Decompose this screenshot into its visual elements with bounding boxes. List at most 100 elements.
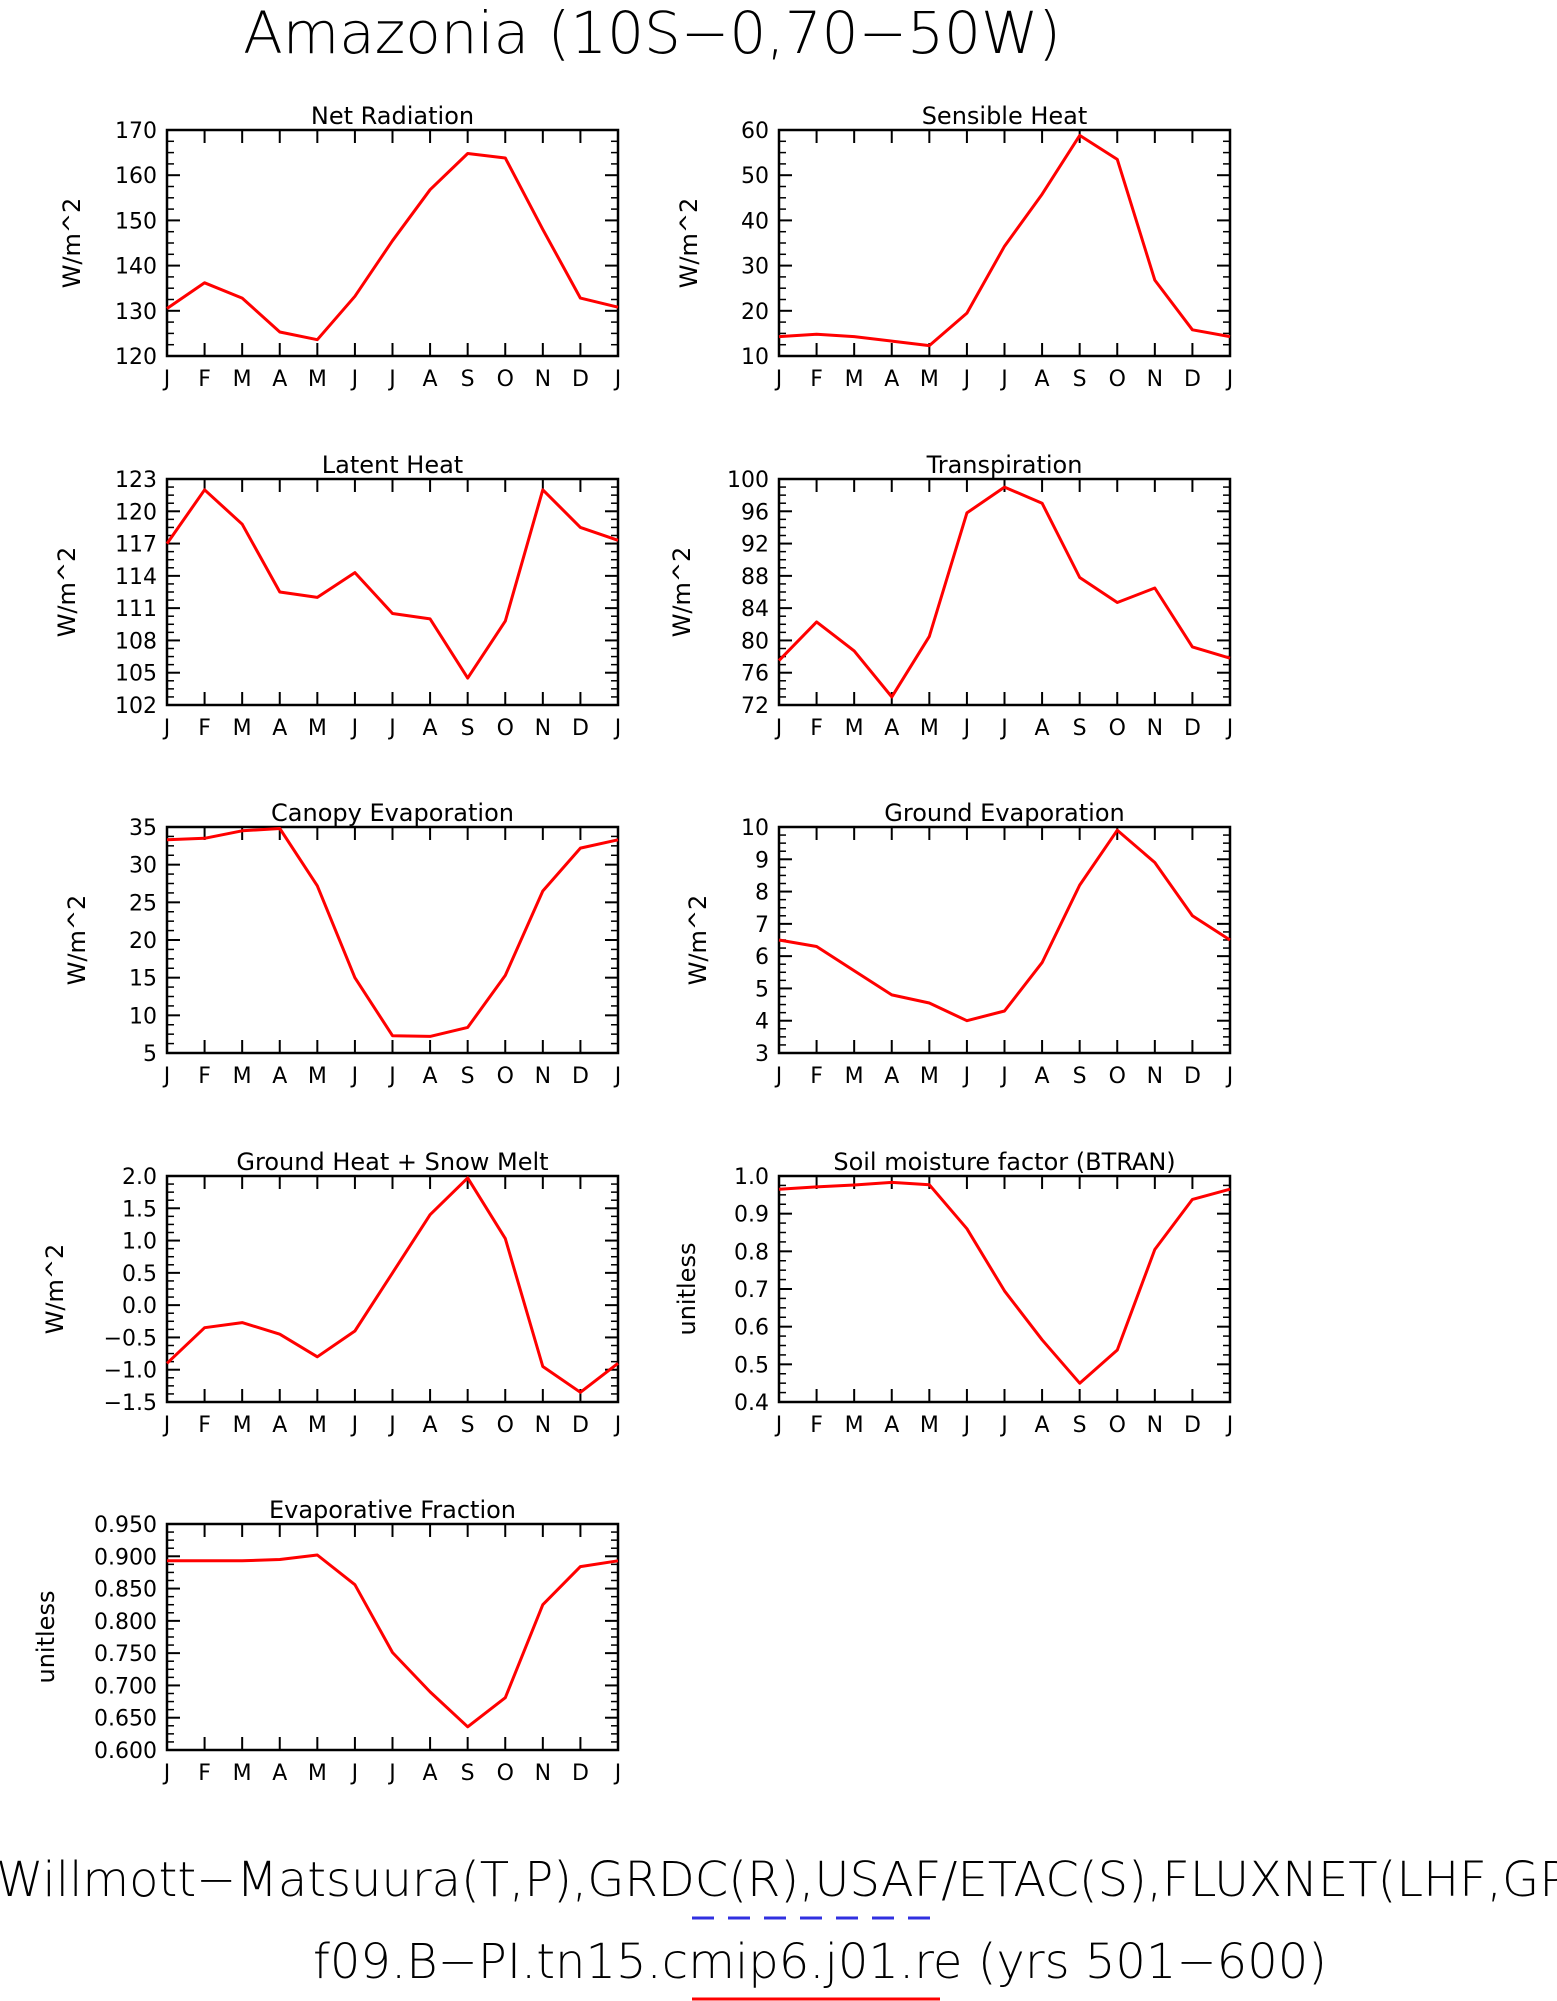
chart-5-ylabel: W/m^2: [63, 895, 91, 986]
chart-7-ytick-label: 2.0: [122, 1165, 157, 1190]
chart-2-xtick-label: S: [1073, 367, 1087, 392]
chart-8-xtick-label: A: [1035, 1413, 1050, 1438]
chart-7-xtick-label: N: [535, 1413, 551, 1438]
chart-7-xtick-label: F: [198, 1413, 211, 1438]
chart-9-ytick-label: 0.600: [94, 1739, 157, 1764]
chart-4-xtick-label: O: [1109, 716, 1126, 741]
chart-7: −1.5−1.0−0.50.00.51.01.52.0J F M A M J J A S O N D J…: [41, 1148, 621, 1438]
chart-9-series-line: [167, 1553, 619, 1729]
chart-8-ytick-label: 0.4: [734, 1391, 769, 1416]
chart-4-xtick-label: M: [920, 716, 939, 741]
chart-1-xtick-label: O: [497, 367, 514, 392]
chart-8-ytick-label: 0.9: [734, 1203, 769, 1228]
chart-3-xtick-label: A: [423, 716, 438, 741]
chart-5-xtick-label: S: [461, 1064, 475, 1089]
chart-1-xtick-label: S: [461, 367, 475, 392]
chart-8-ytick-label: 0.5: [734, 1353, 769, 1378]
chart-5-xtick-label: M: [308, 1064, 327, 1089]
chart-9-xtick-label: J: [350, 1761, 359, 1786]
chart-2-series-line: [778, 133, 1231, 348]
chart-2-xtick-label: A: [1035, 367, 1050, 392]
chart-7-ytick-label: −1.5: [104, 1391, 157, 1416]
chart-3-ytick-label: 114: [115, 565, 157, 590]
chart-6-ytick-label: 5: [755, 977, 769, 1002]
chart-5-ytick-label: 15: [129, 967, 157, 992]
chart-6-xtick-label: O: [1109, 1064, 1126, 1089]
chart-5-ytick-label: 30: [129, 854, 157, 879]
chart-2-ytick-label: 30: [741, 255, 769, 280]
chart-8-xtick-label: J: [999, 1413, 1008, 1438]
chart-4-xtick-label: J: [1225, 716, 1234, 741]
chart-2-xtick-label: F: [810, 367, 823, 392]
chart-8-ytick-label: 1.0: [734, 1165, 769, 1190]
chart-3-ytick-label: 111: [115, 597, 157, 622]
chart-3-xtick-label: O: [497, 716, 514, 741]
chart-1-ytick-label: 160: [115, 164, 157, 189]
chart-8-xtick-label: O: [1109, 1413, 1126, 1438]
chart-3-ylabel: W/m^2: [53, 547, 81, 638]
chart-5-xtick-label: J: [162, 1064, 171, 1089]
chart-4-ytick-label: 84: [741, 597, 769, 622]
footer-case: f09.B−PI.tn15.cmip6.j01.re (yrs 501−600): [313, 1934, 1327, 1990]
chart-8-xtick-label: F: [810, 1413, 823, 1438]
chart-9-xtick-label: M: [233, 1761, 252, 1786]
chart-8-series-line: [778, 1180, 1231, 1385]
chart-8-ytick-label: 0.7: [734, 1278, 769, 1303]
chart-3-xtick-label: D: [572, 716, 589, 741]
chart-9-xtick-label: J: [613, 1761, 622, 1786]
chart-7-ytick-label: −0.5: [104, 1326, 157, 1351]
chart-2-xtick-label: M: [845, 367, 864, 392]
chart-3-frame: [165, 477, 620, 707]
chart-9-frame: [165, 1522, 620, 1752]
chart-3-ytick-label: 120: [115, 500, 157, 525]
chart-9-xtick-label: A: [423, 1761, 438, 1786]
chart-6-xtick-label: S: [1073, 1064, 1087, 1089]
chart-9-title: Evaporative Fraction: [269, 1496, 516, 1524]
chart-9-ytick-label: 0.800: [94, 1610, 157, 1635]
chart-2-ytick-label: 60: [741, 119, 769, 144]
chart-8-xtick-label: M: [845, 1413, 864, 1438]
chart-8-xtick-label: J: [962, 1413, 971, 1438]
chart-5-xtick-label: N: [535, 1064, 551, 1089]
chart-2-xtick-label: M: [920, 367, 939, 392]
chart-5-ytick-label: 35: [129, 816, 157, 841]
chart-9-ytick-label: 0.650: [94, 1707, 157, 1732]
chart-2-xtick-label: O: [1109, 367, 1126, 392]
chart-7-ylabel: W/m^2: [41, 1244, 69, 1335]
chart-7-frame: [165, 1174, 620, 1404]
chart-9-xtick-label: S: [461, 1761, 475, 1786]
chart-6-xtick-label: N: [1147, 1064, 1163, 1089]
chart-5-ytick-label: 10: [129, 1004, 157, 1029]
chart-9-xtick-label: O: [497, 1761, 514, 1786]
chart-4-xtick-label: J: [962, 716, 971, 741]
chart-3-ytick-label: 123: [115, 468, 157, 493]
chart-7-xtick-label: M: [308, 1413, 327, 1438]
chart-6-xtick-label: D: [1184, 1064, 1201, 1089]
chart-2-xtick-label: J: [962, 367, 971, 392]
chart-5-ytick-label: 25: [129, 891, 157, 916]
chart-5-xtick-label: M: [233, 1064, 252, 1089]
chart-6-ytick-label: 3: [755, 1042, 769, 1067]
chart-8-xtick-label: D: [1184, 1413, 1201, 1438]
chart-7-xtick-label: J: [613, 1413, 622, 1438]
chart-4-xtick-label: A: [884, 716, 899, 741]
chart-6-ytick-label: 8: [755, 881, 769, 906]
chart-5-series-line: [166, 827, 619, 1038]
chart-7-xtick-label: D: [572, 1413, 589, 1438]
chart-5-xtick-label: A: [423, 1064, 438, 1089]
chart-5-xtick-label: D: [572, 1064, 589, 1089]
chart-9-ylabel: unitless: [32, 1591, 60, 1684]
chart-3-series-line: [165, 488, 619, 680]
chart-3-xtick-label: S: [461, 716, 475, 741]
chart-1-xtick-label: M: [308, 367, 327, 392]
chart-6-xtick-label: A: [1035, 1064, 1050, 1089]
chart-3-xtick-label: M: [233, 716, 252, 741]
chart-1-xtick-label: A: [423, 367, 438, 392]
chart-1-xtick-label: J: [350, 367, 359, 392]
chart-8-xtick-label: S: [1073, 1413, 1087, 1438]
chart-4-xtick-label: M: [845, 716, 864, 741]
